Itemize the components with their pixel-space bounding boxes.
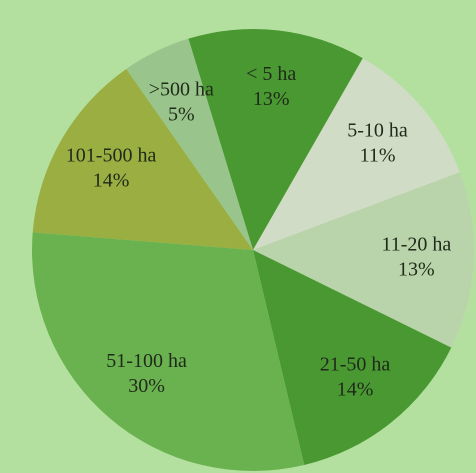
pie-slice: [126, 38, 253, 251]
slice-label: 21-50 ha: [320, 353, 391, 375]
pie-slice: [32, 68, 253, 250]
slice-value: 11%: [360, 145, 396, 167]
pie-slice: [31, 232, 305, 472]
slice-value: 14%: [337, 378, 374, 400]
slice-label: >500 ha: [149, 79, 214, 101]
slice-value: 13%: [398, 259, 435, 281]
slice-label: 101-500 ha: [66, 144, 157, 166]
pie-slice: [253, 172, 475, 348]
slice-label: 5-10 ha: [347, 120, 408, 142]
slice-label: 51-100 ha: [106, 350, 187, 372]
slice-value: 14%: [93, 169, 130, 191]
pie-slice: [253, 250, 452, 465]
slice-label: < 5 ha: [246, 63, 296, 85]
pie-slice: [188, 29, 363, 251]
slice-label: 11-20 ha: [381, 234, 451, 256]
slice-value: 30%: [128, 375, 165, 397]
pie-slice: [253, 58, 460, 251]
slice-value: 13%: [253, 88, 290, 110]
slice-value: 5%: [168, 104, 195, 126]
